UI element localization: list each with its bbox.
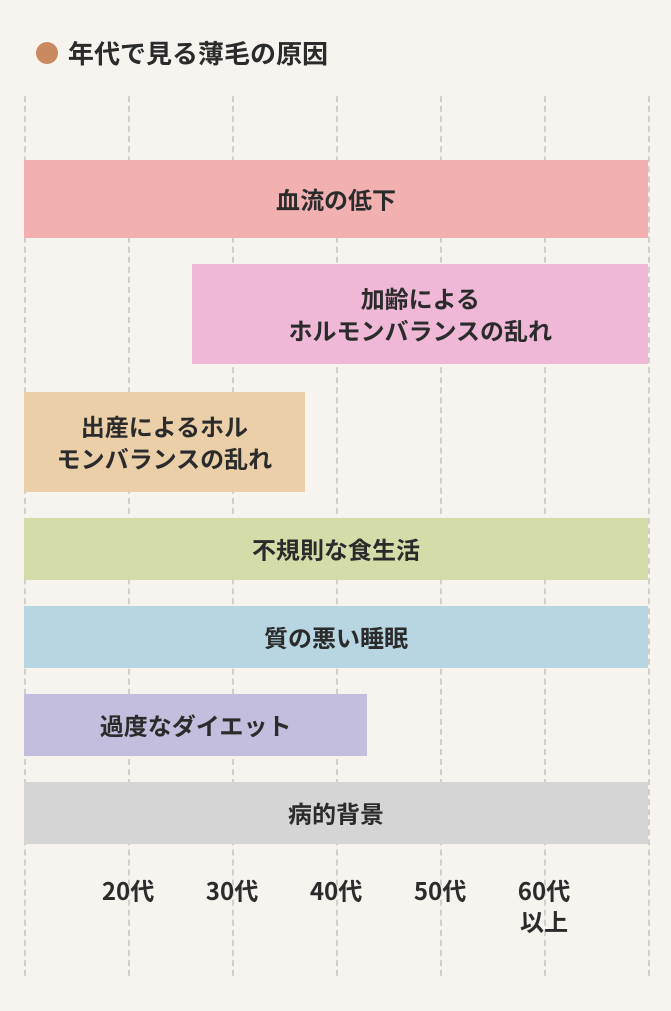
cause-bar: 不規則な食生活 [24, 518, 648, 580]
cause-bar-label: 加齢による ホルモンバランスの乱れ [288, 282, 552, 347]
x-axis-label: 60代 以上 [518, 874, 570, 936]
cause-bar: 質の悪い睡眠 [24, 606, 648, 668]
x-axis-label: 30代 [206, 874, 258, 905]
x-axis-label: 20代 [102, 874, 154, 905]
cause-bar-label: 質の悪い睡眠 [264, 621, 408, 653]
cause-bar: 血流の低下 [24, 160, 648, 238]
title-bullet-icon [36, 42, 58, 64]
chart-title: 年代で見る薄毛の原因 [68, 34, 328, 71]
chart-title-row: 年代で見る薄毛の原因 [36, 34, 328, 71]
cause-bar-label: 病的背景 [288, 797, 384, 829]
cause-bar: 病的背景 [24, 782, 648, 844]
cause-bar-label: 血流の低下 [276, 183, 396, 215]
cause-bar: 出産によるホル モンバランスの乱れ [24, 392, 305, 492]
cause-bar-label: 過度なダイエット [100, 709, 292, 741]
cause-bar: 加齢による ホルモンバランスの乱れ [192, 264, 648, 364]
x-axis-label: 50代 [414, 874, 466, 905]
cause-bar: 過度なダイエット [24, 694, 367, 756]
chart-area: 血流の低下加齢による ホルモンバランスの乱れ出産によるホル モンバランスの乱れ不… [24, 96, 648, 976]
gridline [648, 96, 650, 976]
cause-bar-label: 不規則な食生活 [252, 533, 420, 565]
x-axis-label: 40代 [310, 874, 362, 905]
cause-bar-label: 出産によるホル モンバランスの乱れ [57, 410, 273, 475]
